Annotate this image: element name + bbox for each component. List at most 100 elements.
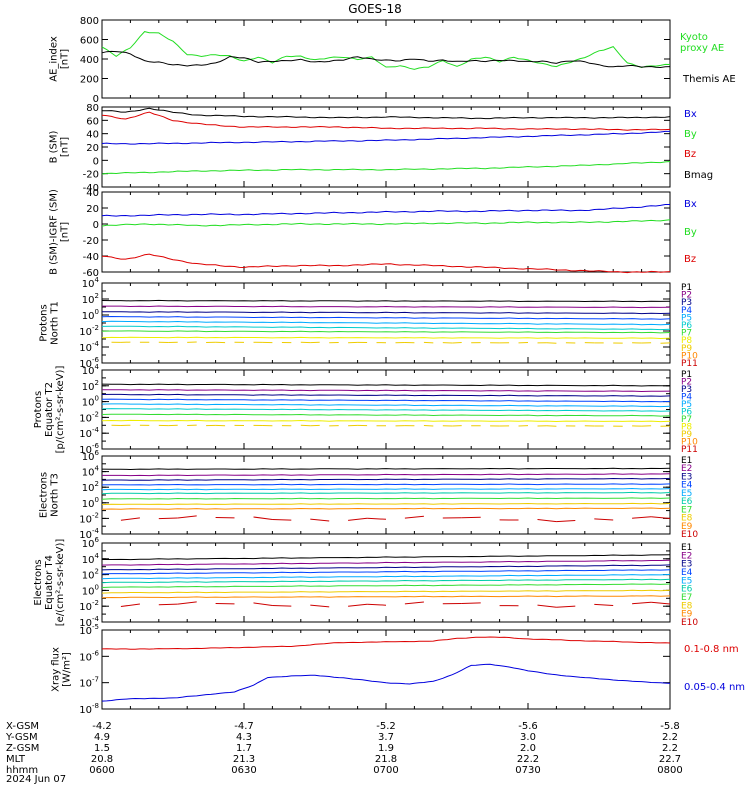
legend-p10: P10	[681, 438, 698, 448]
series-line-e4	[101, 483, 671, 486]
x-axis-value-mlt: 21.3	[233, 754, 255, 765]
y-tick-label: -40	[83, 183, 99, 194]
y-tick-label: 800	[80, 16, 99, 27]
y-tick-label: 10-2	[79, 599, 99, 613]
series-segment-e10	[367, 603, 387, 606]
series-segment-p9	[423, 425, 434, 427]
y-tick-label: -60	[83, 268, 99, 279]
y-axis-label-prot_north: Protons North T1	[39, 301, 61, 345]
series-line-by	[101, 219, 671, 227]
y-tick-label: 20	[86, 143, 99, 154]
legend-igrf-bx: Bx	[684, 199, 697, 210]
x-axis-row-label: Y-GSM	[5, 732, 38, 743]
series-line-e9	[101, 595, 671, 599]
series-segment-e10	[651, 516, 671, 519]
y-tick-label: -20	[83, 170, 99, 181]
y-tick-label: 104	[82, 363, 100, 377]
series-line-e9	[101, 507, 671, 510]
legend-themis: Themis AE	[682, 74, 736, 85]
legend-p9: P9	[681, 430, 692, 440]
y-axis-label-prot_eq: Protons Equator T2 [p/(cm²-s-sr-keV)]	[33, 366, 66, 454]
x-axis-value-y: 2.2	[662, 732, 678, 743]
series-line-bz	[101, 111, 671, 131]
x-axis-value-mlt: 22.2	[517, 754, 539, 765]
y-tick-label: 100	[82, 308, 99, 322]
legend-p6: P6	[681, 321, 692, 331]
series-line-kyoto-proxy-ae	[101, 31, 671, 70]
x-axis-value-mlt: 22.7	[659, 754, 681, 765]
y-axis-label-line: [e/(cm²-s-sr-keV)]	[55, 539, 66, 627]
x-axis-row-label: X-GSM	[6, 721, 39, 732]
legend-p5: P5	[681, 400, 692, 410]
x-axis-value-x: -4.2	[92, 721, 112, 732]
legend-p7: P7	[681, 329, 692, 339]
legend-p10: P10	[681, 351, 698, 361]
y-tick-label: 200	[80, 75, 99, 86]
x-axis-value-z: 1.7	[236, 743, 252, 754]
series-segment-e10	[594, 518, 614, 521]
x-axis-row-label: hhmm	[6, 765, 38, 776]
y-tick-label: 102	[82, 379, 99, 393]
legend-e3: E3	[681, 472, 692, 482]
legend-e1: E1	[681, 543, 692, 553]
legend-bmag: Bmag	[684, 170, 713, 181]
series-line-e1	[102, 554, 671, 561]
series-line-p7	[101, 413, 671, 417]
chart-title: GOES-18	[348, 2, 402, 16]
y-tick-label: 106	[82, 536, 100, 550]
x-axis-value-y: 3.0	[520, 732, 536, 743]
x-axis-value-hhmm: 0800	[657, 765, 682, 776]
series-segment-e10	[272, 605, 292, 607]
series-line-p3	[101, 393, 671, 397]
y-tick-label: 10-6	[79, 649, 99, 663]
legend-e2: E2	[681, 464, 692, 474]
legend-e8: E8	[681, 514, 693, 524]
y-tick-label: 100	[82, 496, 99, 510]
legend-e9: E9	[681, 522, 693, 532]
series-line-p1	[101, 299, 671, 303]
series-line-e5	[101, 487, 671, 491]
series-line-by	[101, 161, 671, 175]
y-axis-label-line: Electrons	[33, 559, 44, 605]
x-axis-value-hhmm: 0730	[515, 765, 540, 776]
y-tick-label: 10-2	[79, 511, 99, 525]
series-line-bx	[101, 130, 670, 145]
x-axis-value-z: 1.5	[94, 743, 110, 754]
series-segment-e10	[594, 603, 614, 606]
x-axis-value-y: 4.9	[94, 732, 110, 743]
y-tick-label: 400	[80, 55, 99, 66]
y-tick-label: 40	[86, 188, 99, 199]
x-axis-value-hhmm: 0600	[89, 765, 114, 776]
legend-p2: P2	[681, 291, 692, 301]
legend-e7: E7	[681, 593, 692, 603]
x-axis-value-z: 2.2	[662, 743, 678, 754]
y-tick-label: 10-4	[79, 340, 99, 354]
y-axis-label-line: [W/m²]	[62, 652, 73, 687]
series-segment-e10	[367, 517, 387, 520]
y-axis-label-line: AE_index	[49, 36, 60, 82]
series-line-p2	[102, 389, 671, 393]
series-line-themis-ae	[101, 50, 671, 69]
legend-xray-long: 0.1-0.8 nm	[684, 644, 739, 655]
y-tick-label: 10-2	[79, 324, 99, 338]
series-segment-e10	[404, 515, 424, 519]
series-segment-e10	[404, 601, 424, 605]
series-segment-p9	[546, 342, 557, 344]
y-tick-label: 80	[86, 103, 99, 114]
series-line-e7	[101, 583, 671, 588]
x-axis-value-x: -5.8	[660, 721, 680, 732]
legend-p3: P3	[681, 298, 692, 308]
x-axis-row-label: MLT	[6, 754, 26, 765]
series-line-e3	[101, 564, 671, 571]
legend-igrf-by: By	[684, 227, 697, 238]
legend-p7: P7	[681, 415, 692, 425]
y-tick-label: 106	[82, 449, 100, 463]
y-axis-label-xray: Xray flux [W/m²]	[51, 647, 73, 692]
y-tick-label: 10-5	[79, 623, 99, 637]
legend-igrf-bz: Bz	[684, 254, 696, 265]
x-axis-value-z: 2.0	[520, 743, 536, 754]
y-tick-label: 10-4	[79, 426, 99, 440]
x-axis-row-label: Z-GSM	[6, 743, 39, 754]
legend-e5: E5	[681, 576, 692, 586]
